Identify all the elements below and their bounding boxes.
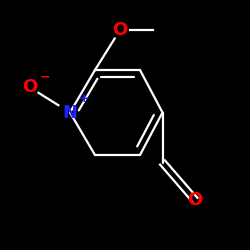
Text: O: O xyxy=(188,191,202,209)
Text: O: O xyxy=(112,21,128,39)
Text: O: O xyxy=(22,78,38,96)
Text: +: + xyxy=(78,92,89,105)
Text: −: − xyxy=(40,71,50,84)
Text: N: N xyxy=(62,104,78,122)
